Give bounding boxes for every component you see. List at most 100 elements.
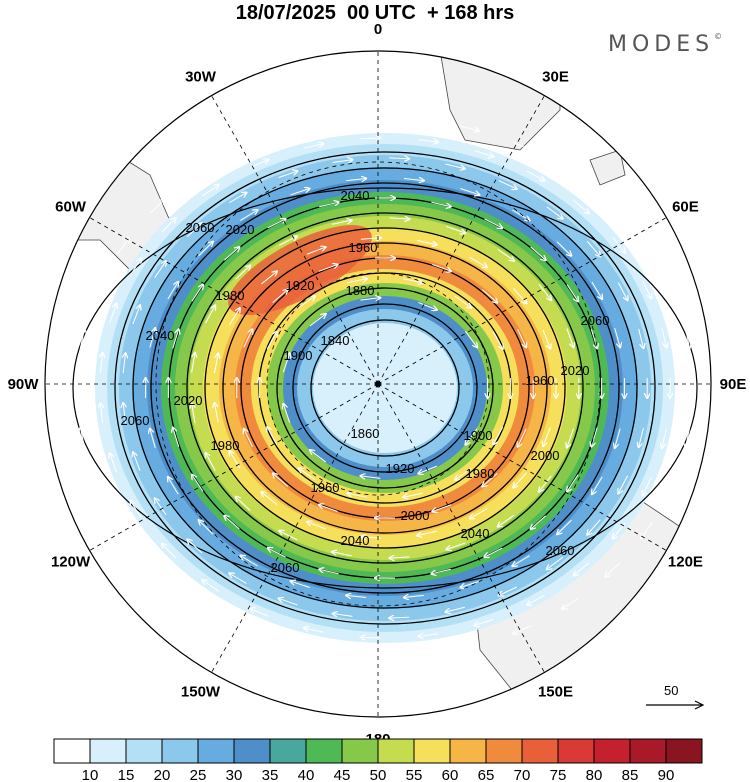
wind-vector: [497, 248, 514, 260]
longitude-label-lon-90e: 90E: [720, 376, 747, 393]
land-africa: [439, 51, 561, 151]
colorbar-tick: 50: [370, 767, 387, 782]
colorbar-tick: 75: [550, 767, 567, 782]
colorbar-swatch: [593, 738, 631, 764]
wind-vector: [403, 656, 424, 658]
wind-vector: [445, 163, 464, 169]
longitude-label-lon-90w: 90W: [8, 376, 40, 393]
wind-vector: [347, 493, 367, 498]
wind-vector: [482, 472, 498, 486]
wind-vector: [149, 328, 155, 348]
wind-vector: [418, 301, 437, 309]
wind-vector: [499, 586, 518, 595]
longitude-label-lon-60e: 60E: [672, 199, 699, 216]
map-border: [44, 50, 712, 718]
colorbar-tick: 15: [118, 767, 135, 782]
reference-vector: [646, 700, 705, 710]
wind-vector: [154, 261, 166, 278]
wind-vector: [93, 281, 102, 300]
wind-vector: [190, 167, 208, 179]
wind-vector: [539, 475, 552, 492]
contour-label: 1960: [526, 373, 555, 388]
wind-vector: [303, 144, 324, 149]
wind-vector: [662, 428, 667, 448]
colorbar-tick: 60: [442, 767, 459, 782]
colorbar-swatch: [557, 738, 595, 764]
colorbar-swatch: [449, 738, 487, 764]
wind-vector: [279, 598, 298, 606]
colorbar-swatch: [485, 738, 523, 764]
wind-vector: [404, 595, 424, 597]
contour-label: 1860: [351, 426, 380, 441]
wind-vector: [403, 278, 423, 283]
wind-vector: [333, 614, 353, 617]
wind-vector: [498, 180, 517, 189]
wind-vector: [360, 298, 380, 301]
colorbar-tick: 55: [406, 767, 423, 782]
wind-vector: [547, 556, 564, 569]
wind-vector: [191, 353, 195, 373]
colorbar-tick: 70: [514, 767, 531, 782]
wind-vector: [191, 285, 203, 302]
longitude-label-lon-150e: 150E: [538, 683, 573, 700]
wind-vector: [172, 329, 179, 349]
wind-vector: [492, 331, 503, 350]
contour-label: 1960: [349, 240, 378, 255]
contour-label: 2040: [341, 188, 370, 203]
colorbar-swatch: [305, 738, 343, 764]
longitude-label-lon-150w: 150W: [181, 683, 221, 700]
wind-vector: [150, 429, 156, 449]
wind-vector: [614, 327, 620, 347]
colorbar-tick: 35: [262, 767, 279, 782]
wind-vector: [592, 476, 603, 494]
wind-vector: [79, 329, 84, 349]
contour-label: 2020: [174, 393, 203, 408]
wind-vector: [641, 521, 653, 538]
wind-vector: [290, 126, 310, 132]
latitude-circle: [266, 272, 490, 496]
lat-lon-grid: [45, 51, 711, 717]
wind-vector: [617, 282, 627, 301]
colorbar-swatch: [233, 738, 271, 764]
wind-vector: [566, 284, 578, 302]
contour-label: 1880: [346, 283, 375, 298]
wind-vector: [250, 608, 269, 617]
wind-vector: [319, 202, 338, 208]
wind-vector: [418, 634, 439, 637]
wind-vector: [149, 199, 164, 214]
wind-vector: [319, 505, 338, 512]
wind-vector: [460, 188, 479, 194]
wind-vector: [290, 188, 310, 196]
wind-vector: [118, 522, 130, 539]
colorbar-tick: 45: [334, 767, 351, 782]
wind-vector: [566, 328, 574, 347]
colorbar-swatch: [53, 738, 91, 764]
longitude-label-lon-0: 0: [374, 21, 382, 38]
wind-vector: [192, 475, 204, 492]
contour-label: 2060: [121, 413, 150, 428]
colorbar-tick: 40: [298, 767, 315, 782]
wind-vector: [291, 581, 310, 588]
wind-vector: [389, 218, 410, 219]
wind-vector: [186, 223, 202, 237]
longitude-label-lon-120w: 120W: [51, 554, 91, 571]
wind-vector: [267, 219, 286, 229]
wind-vector: [454, 295, 471, 307]
height-contour: [310, 319, 460, 457]
wind-vector: [239, 626, 258, 635]
wind-vector: [347, 279, 367, 284]
colorbar-tick: 20: [154, 767, 171, 782]
wind-vector: [518, 428, 527, 447]
wind-vector: [591, 281, 602, 299]
wind-vector: [130, 501, 142, 519]
height-contour: [292, 303, 478, 473]
wind-vector: [431, 201, 450, 207]
brand-logo: MODES©: [608, 32, 722, 57]
wind-vector: [638, 328, 644, 348]
height-contour: [186, 212, 584, 564]
wind-vector: [587, 519, 601, 535]
colorbar-swatch: [413, 738, 451, 764]
wind-vector: [150, 563, 166, 578]
wind-vector: [236, 497, 251, 511]
wind-vector: [240, 556, 258, 567]
